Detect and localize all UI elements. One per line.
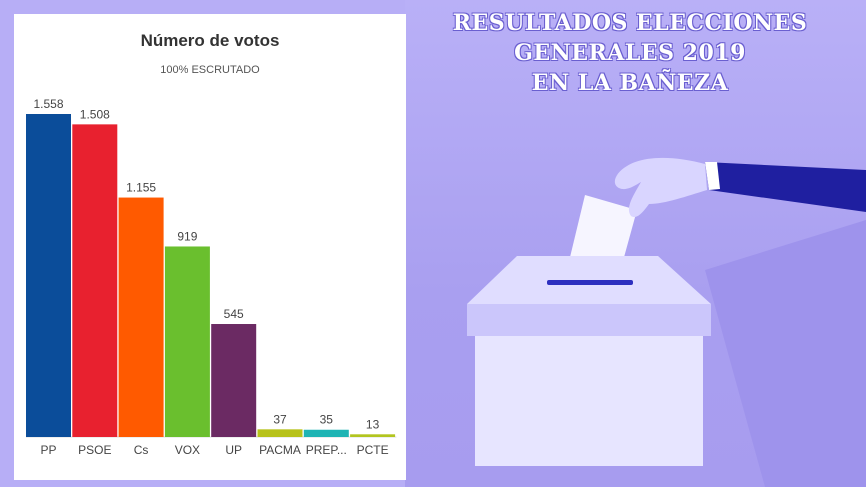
bar-5 xyxy=(257,429,303,437)
box-body xyxy=(475,336,703,466)
bar-6 xyxy=(303,429,349,437)
headline-line-2: GENERALES 2019 xyxy=(514,40,746,66)
box-lid-front xyxy=(467,304,711,336)
headline-line-1: RESULTADOS ELECCIONES xyxy=(452,10,808,36)
x-tick-label-7: PCTE xyxy=(357,443,389,457)
bar-1 xyxy=(72,124,118,438)
bar-2 xyxy=(118,197,164,437)
headline-line-3: EN LA BAÑEZA xyxy=(531,70,729,96)
cuff-shape xyxy=(705,162,720,190)
bar-4 xyxy=(211,324,257,437)
box-slot xyxy=(547,280,633,285)
data-label-3: 919 xyxy=(177,229,197,243)
data-label-4: 545 xyxy=(224,307,244,321)
data-label-2: 1.155 xyxy=(126,181,156,195)
bar-chart: 1.558 PP 1.508 PSOE 1.155 Cs 919 VOX 545 UP 37 PACM… xyxy=(26,97,397,457)
x-tick-label-6: PREP... xyxy=(306,443,347,457)
headline: RESULTADOS ELECCIONES GENERALES 2019 EN … xyxy=(420,8,840,98)
bar-3 xyxy=(164,246,210,437)
chart-panel: Número de votos 100% ESCRUTADO 1.558 PP 1.… xyxy=(14,14,406,480)
ballot-box-with-hand-icon xyxy=(467,157,866,487)
bar-7 xyxy=(350,434,396,437)
bar-0 xyxy=(26,114,71,437)
x-tick-label-5: PACMA xyxy=(259,443,301,457)
data-label-6: 35 xyxy=(320,413,334,427)
x-tick-label-0: PP xyxy=(40,443,56,457)
x-tick-label-1: PSOE xyxy=(78,443,111,457)
x-tick-label-3: VOX xyxy=(175,443,200,457)
x-tick-label-4: UP xyxy=(225,443,242,457)
data-label-0: 1.558 xyxy=(33,97,63,111)
chart-title: Número de votos xyxy=(140,31,280,50)
chart-subtitle: 100% ESCRUTADO xyxy=(160,64,260,76)
shadow-shape xyxy=(705,220,866,487)
data-label-7: 13 xyxy=(366,417,380,431)
x-tick-label-2: Cs xyxy=(134,443,149,457)
sleeve-shape xyxy=(705,162,866,212)
data-label-1: 1.508 xyxy=(80,107,110,121)
hand-shape xyxy=(614,157,707,218)
data-label-5: 37 xyxy=(273,412,287,426)
